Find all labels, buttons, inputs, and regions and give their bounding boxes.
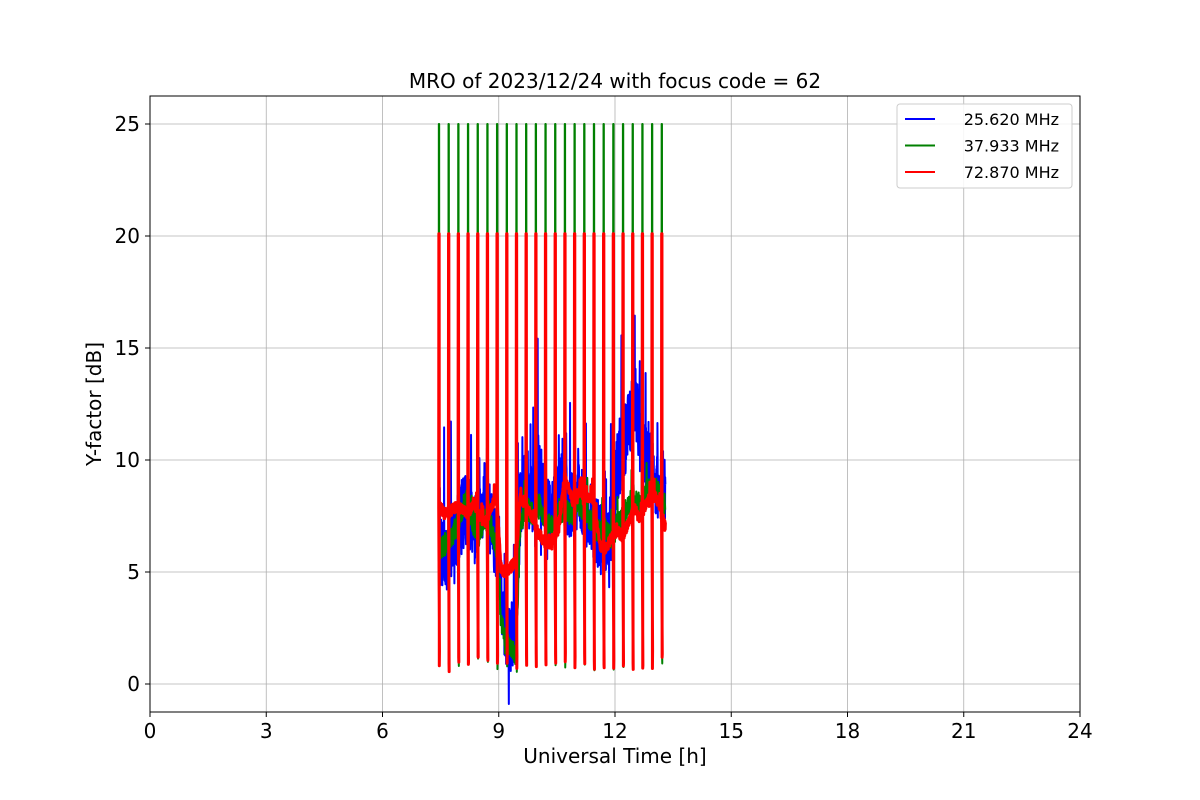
- y-tick-label: 10: [115, 448, 140, 472]
- y-tick-label: 15: [115, 336, 140, 360]
- legend-label: 72.870 MHz: [964, 163, 1059, 182]
- y-tick-label: 25: [115, 112, 140, 136]
- x-tick-label: 3: [260, 719, 273, 743]
- x-tick-label: 12: [602, 719, 627, 743]
- series-line-3: [437, 232, 667, 674]
- ticks-layer: 0 3 6 9 12 15 18 21 24 0 5 10 15 20 25: [115, 112, 1093, 743]
- legend-box: [896, 103, 1073, 189]
- legend-label: 25.620 MHz: [964, 110, 1059, 129]
- legend: 25.620 MHz 37.933 MHz 72.870 MHz: [896, 103, 1073, 189]
- y-tick-label: 0: [127, 672, 140, 696]
- x-tick-label: 9: [492, 719, 505, 743]
- x-tick-label: 0: [144, 719, 157, 743]
- legend-label: 37.933 MHz: [964, 137, 1059, 156]
- x-tick-label: 15: [719, 719, 744, 743]
- x-tick-label: 24: [1067, 719, 1092, 743]
- x-tick-label: 18: [835, 719, 860, 743]
- x-tick-label: 21: [951, 719, 976, 743]
- y-tick-label: 5: [127, 560, 140, 584]
- chart-title: MRO of 2023/12/24 with focus code = 62: [409, 69, 821, 93]
- series-layer: [437, 123, 667, 706]
- x-axis-label: Universal Time [h]: [523, 744, 706, 768]
- y-tick-label: 20: [115, 224, 140, 248]
- y-axis-label: Y-factor [dB]: [82, 342, 106, 467]
- x-tick-label: 6: [376, 719, 389, 743]
